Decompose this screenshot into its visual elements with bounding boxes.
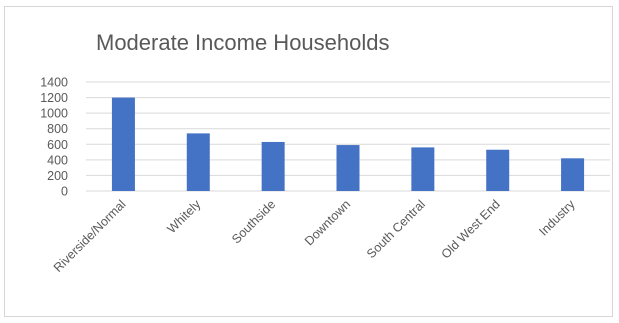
y-tick-label: 1200: [40, 91, 68, 105]
x-tick-label: Whitely: [165, 197, 204, 236]
x-tick-label: Southside: [229, 197, 278, 246]
y-tick-label: 1000: [40, 107, 68, 121]
bar: [261, 141, 285, 191]
y-tick-label: 200: [47, 169, 68, 183]
y-tick-label: 0: [61, 185, 68, 199]
chart-title: Moderate Income Households: [96, 30, 390, 55]
x-axis-tick-labels: Riverside/Normal Whitely Southside Downtown…: [51, 197, 578, 275]
bar: [111, 97, 135, 191]
bar: [411, 147, 435, 191]
y-tick-label: 800: [47, 122, 68, 136]
bar: [561, 158, 585, 191]
x-tick-label: Riverside/Normal: [51, 197, 129, 275]
x-tick-label: South Central: [364, 197, 428, 261]
x-tick-label: Old West End: [439, 197, 503, 261]
y-tick-label: 600: [47, 138, 68, 152]
chart-area: [4, 6, 613, 317]
x-tick-label: Downtown: [302, 197, 353, 248]
bar: [486, 149, 510, 191]
bar: [336, 145, 360, 191]
y-tick-label: 1400: [40, 76, 68, 90]
bar: [186, 133, 210, 191]
x-tick-label: Industry: [536, 197, 578, 239]
y-tick-label: 400: [47, 153, 68, 167]
bars: [111, 97, 585, 191]
